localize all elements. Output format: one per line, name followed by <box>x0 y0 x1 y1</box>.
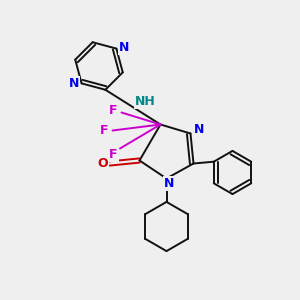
Text: N: N <box>194 123 204 136</box>
Text: N: N <box>69 77 79 90</box>
Text: N: N <box>119 40 129 54</box>
Text: F: F <box>109 104 117 118</box>
Text: F: F <box>100 124 108 137</box>
Text: F: F <box>109 148 118 161</box>
Text: N: N <box>164 177 175 190</box>
Text: O: O <box>98 157 108 170</box>
Text: NH: NH <box>135 94 155 108</box>
